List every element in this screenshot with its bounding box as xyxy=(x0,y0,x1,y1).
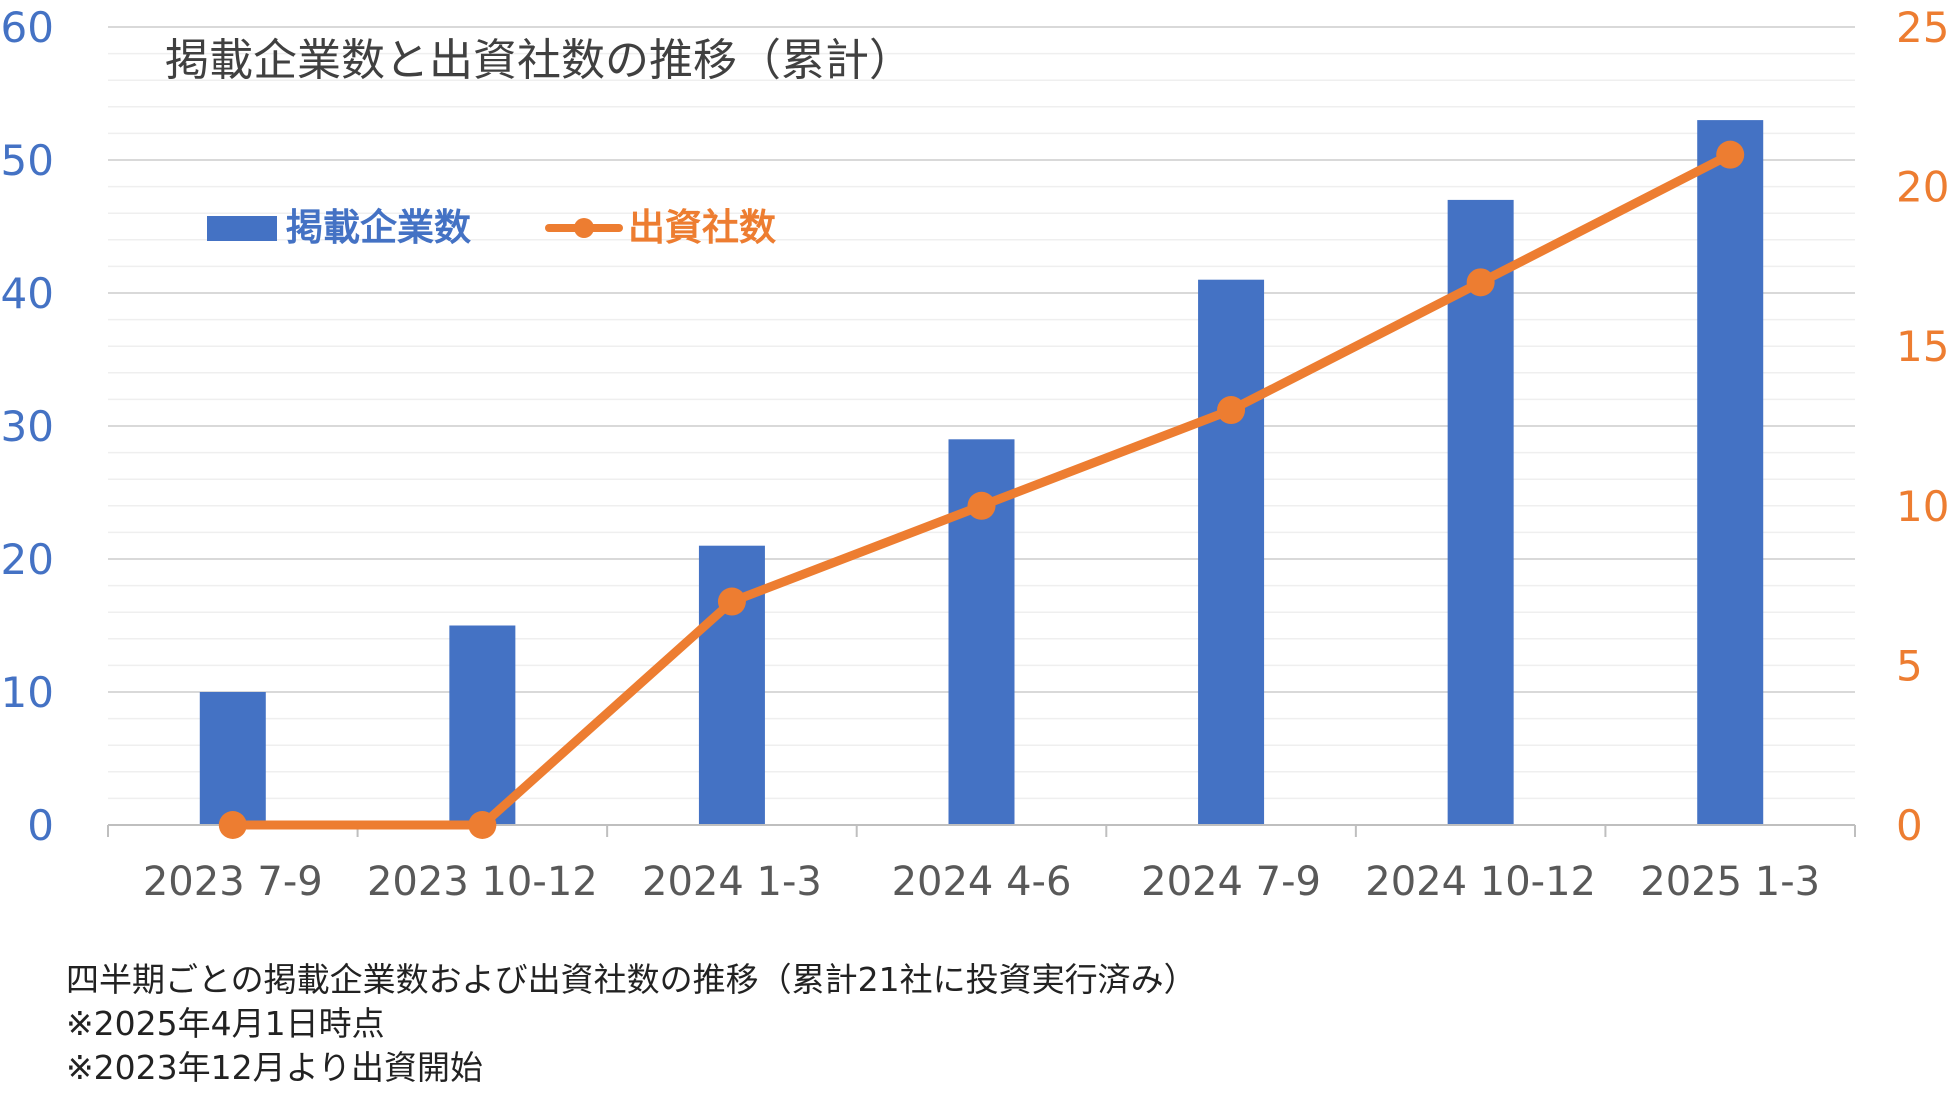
bar-series xyxy=(199,120,1764,826)
x-tick-label: 2025 1-3 xyxy=(1640,859,1820,905)
left-y-tick-label: 20 xyxy=(1,535,54,584)
left-y-tick-label: 50 xyxy=(1,136,54,185)
left-y-tick-label: 0 xyxy=(27,801,54,850)
footnote-as-of-date: ※2025年4月1日時点 xyxy=(66,1004,385,1043)
left-y-tick-label: 10 xyxy=(1,668,54,717)
bar xyxy=(1447,199,1514,825)
line-point xyxy=(967,491,996,520)
x-tick-label: 2024 1-3 xyxy=(642,859,822,905)
footnote-investment-start: ※2023年12月より出資開始 xyxy=(66,1048,483,1087)
footnotes: 四半期ごとの掲載企業数および出資社数の推移（累計21社に投資実行済み） ※202… xyxy=(66,958,1866,1090)
legend-swatch-bar xyxy=(207,216,277,241)
right-y-tick-label: 0 xyxy=(1896,801,1923,850)
bar xyxy=(1198,279,1265,825)
line-point xyxy=(218,811,247,839)
legend: 掲載企業数 出資社数 xyxy=(207,206,776,249)
x-tick-label: 2024 4-6 xyxy=(892,859,1072,905)
line-point xyxy=(1716,140,1745,169)
right-y-tick-label: 20 xyxy=(1896,163,1949,212)
right-y-tick-label: 25 xyxy=(1896,3,1949,52)
right-y-tick-label: 15 xyxy=(1896,322,1949,371)
legend-label-line: 出資社数 xyxy=(628,206,776,249)
bar xyxy=(199,692,266,825)
x-tick-label: 2024 7-9 xyxy=(1141,859,1321,905)
x-tick-label: 2023 10-12 xyxy=(367,859,598,905)
bar xyxy=(1697,120,1764,826)
x-axis: 2023 7-9 2023 10-12 2024 1-3 2024 4-6 2024 7… xyxy=(107,824,1856,905)
chart-title: 掲載企業数と出資社数の推移（累計） xyxy=(165,35,913,86)
bar xyxy=(449,625,516,825)
line-point xyxy=(468,811,497,839)
right-y-tick-label: 5 xyxy=(1896,641,1923,690)
line-point xyxy=(1466,268,1495,297)
left-y-tick-label: 30 xyxy=(1,402,54,451)
legend-label-bar: 掲載企業数 xyxy=(286,206,471,249)
left-y-tick-label: 40 xyxy=(1,269,54,318)
right-y-axis: 0 5 10 15 20 25 xyxy=(1896,3,1949,850)
x-tick-label: 2024 10-12 xyxy=(1365,859,1596,905)
left-y-tick-label: 60 xyxy=(1,3,54,52)
line-point xyxy=(717,587,746,616)
line-series xyxy=(218,140,1745,839)
right-y-tick-label: 10 xyxy=(1896,482,1949,531)
footnote-summary: 四半期ごとの掲載企業数および出資社数の推移（累計21社に投資実行済み） xyxy=(66,960,1197,999)
x-tick-label: 2023 7-9 xyxy=(143,859,323,905)
left-y-axis: 0 10 20 30 40 50 60 xyxy=(1,3,54,850)
line-point xyxy=(1217,396,1246,425)
legend-marker-line xyxy=(574,218,594,238)
